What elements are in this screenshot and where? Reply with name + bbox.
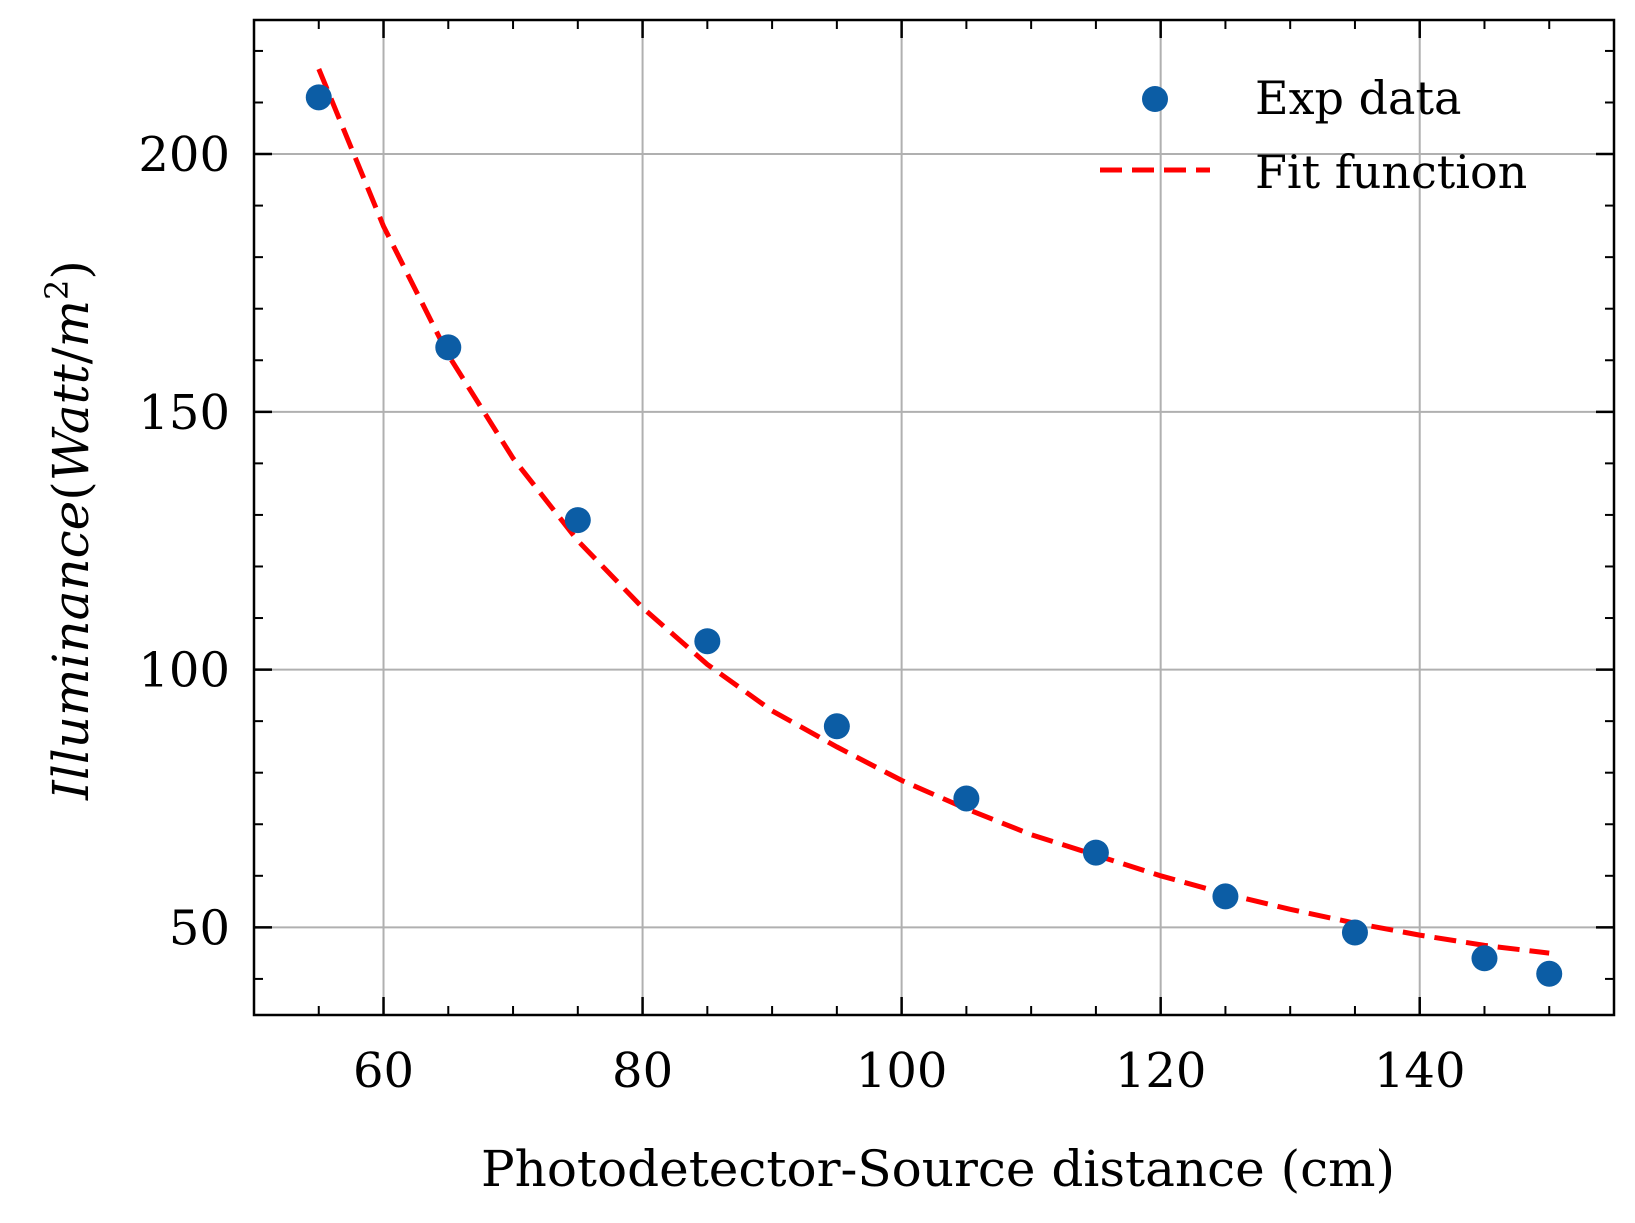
- y-label-close-paren: ): [42, 260, 100, 280]
- exp-data-point: [435, 334, 462, 361]
- y-axis-label: Illuminance(Watt/m2): [38, 260, 100, 801]
- y-label-quantity: Illuminance: [42, 501, 100, 801]
- exp-data-layer: [305, 84, 1563, 987]
- y-tick-label: 50: [169, 900, 230, 956]
- exp-data-point: [823, 713, 850, 740]
- y-tick-label: 100: [138, 643, 230, 699]
- y-tick-label: 150: [138, 385, 230, 441]
- x-axis-label: Photodetector-Source distance (cm): [481, 1140, 1395, 1198]
- legend-exp-data-label: Exp data: [1255, 71, 1461, 125]
- exp-data-point: [564, 507, 591, 534]
- x-tick-label: 100: [856, 1043, 948, 1099]
- tick-labels: 60 80 100 120 140 50 100 150 200: [138, 127, 1465, 1099]
- x-tick-label: 60: [353, 1043, 414, 1099]
- fit-function-layer: [316, 68, 1550, 956]
- grid: [254, 20, 1614, 1015]
- exp-data-point: [1471, 945, 1498, 972]
- legend: Exp data Fit function: [1100, 71, 1527, 199]
- exp-data-point: [1212, 883, 1239, 910]
- x-tick-label: 80: [612, 1043, 673, 1099]
- exp-data-point: [1536, 960, 1563, 987]
- legend-fit-function-label: Fit function: [1255, 145, 1527, 199]
- x-tick-label: 120: [1115, 1043, 1207, 1099]
- y-label-exponent: 2: [38, 280, 76, 300]
- exp-data-point: [694, 628, 721, 655]
- x-tick-label: 140: [1374, 1043, 1466, 1099]
- y-tick-label: 200: [138, 127, 230, 183]
- axis-ticks: [253, 20, 1615, 1015]
- y-label-unit-m: m: [42, 300, 100, 347]
- fit-function-line: [316, 68, 1550, 956]
- exp-data-point: [953, 785, 980, 812]
- y-label-slash: /: [42, 347, 100, 364]
- plot-frame: [252, 18, 1616, 1017]
- y-label-unit: Watt: [42, 363, 100, 481]
- y-label-open-paren: (: [42, 481, 100, 501]
- legend-exp-data-marker: [1142, 86, 1168, 112]
- exp-data-point: [1082, 839, 1109, 866]
- exp-data-point: [1341, 919, 1368, 946]
- exp-data-point: [305, 84, 332, 111]
